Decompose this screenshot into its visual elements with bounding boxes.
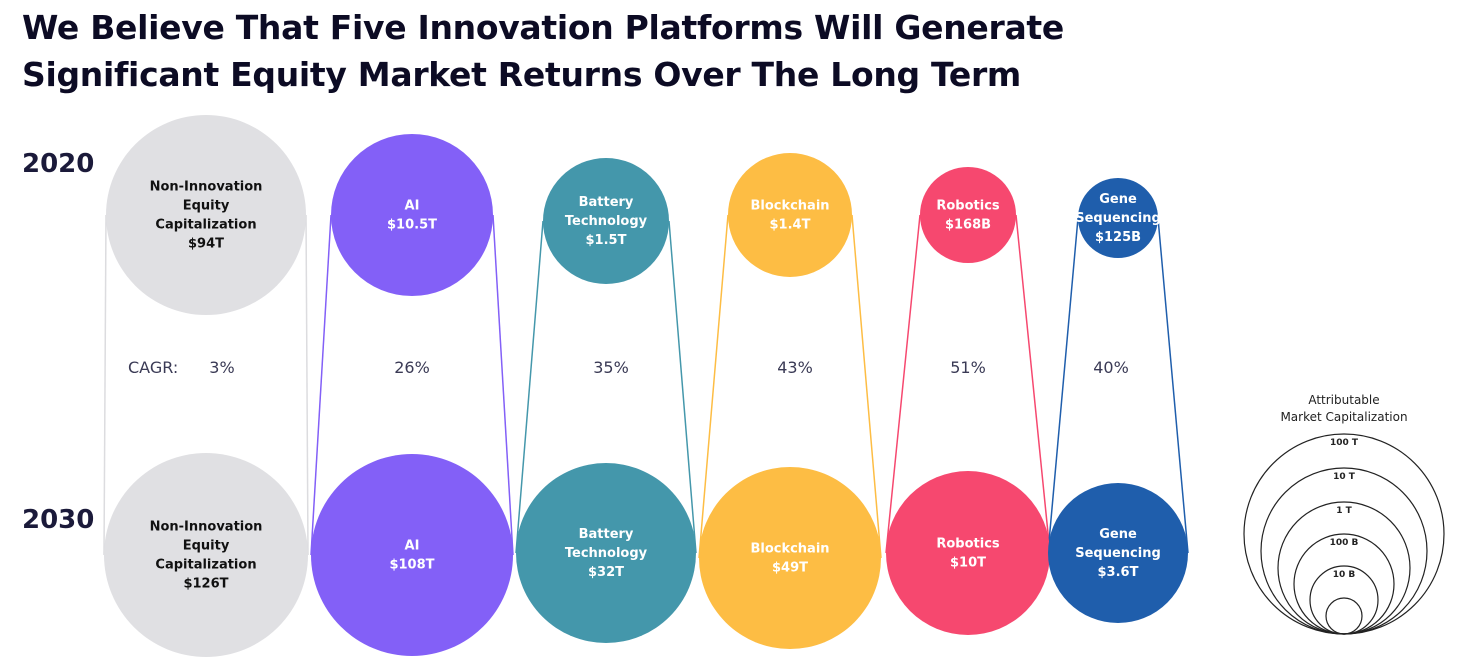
connector-line-left [103,214,107,556]
title-line-2: Significant Equity Market Returns Over T… [22,55,1022,94]
bubble-value-label: $49T [772,561,808,576]
bubble-name-label: Battery [579,527,634,542]
bubble-name-label: AI [405,539,420,554]
bubble-name-label: Equity [183,199,230,214]
title-line-1: We Believe That Five Innovation Platform… [22,8,1064,47]
bubble-name-label: Battery [579,195,634,210]
bubble-name-label: Technology [565,214,648,229]
connector-line-right [668,220,697,554]
bubble-name-label: Sequencing [1075,211,1161,226]
bubble-value-label: $125B [1095,230,1141,245]
legend-ring [1325,597,1363,635]
bubble-name-label: Gene [1099,192,1137,207]
legend-ring-label: 10 B [1333,570,1356,580]
legend-ring [1277,501,1411,635]
bubble-2020 [543,158,669,284]
bubble-name-label: Non-Innovation [150,520,263,535]
connector-line-left [698,214,729,559]
bubble-name-label: Non-Innovation [150,180,263,195]
bubble-value-label: $126T [183,577,228,592]
bubble-name-label: Equity [183,539,230,554]
cagr-value: 51% [950,358,986,377]
cagr-values: 3% 26% 35% 43% 51% 40% [209,358,1128,377]
bubble-name-label: Robotics [936,199,1000,214]
connector-line-left [885,214,921,554]
bubble-value-label: $108T [389,558,434,573]
bubble-name-label: Sequencing [1075,546,1161,561]
connector-line-right [851,214,882,559]
bubble-name-label: AI [405,199,420,214]
year-label-2030: 2030 [22,505,94,535]
connector-line-left [310,214,332,556]
bubble-name-label: Capitalization [155,558,256,573]
bubble-2030 [1048,483,1188,623]
bubble-2020 [1078,178,1158,258]
bubble-value-label: $94T [188,237,224,252]
connector-line-right [305,214,309,556]
connector-line-left [515,220,544,554]
bubble-value-label: $10T [950,556,986,571]
legend-ring [1293,533,1395,635]
bubble-value-label: $10.5T [387,218,437,233]
bubble-2030 [516,463,696,643]
year-label-2020: 2020 [22,149,94,179]
connector-line-right [1015,214,1051,554]
page-title: We Believe That Five Innovation Platform… [22,4,1222,98]
legend-ring-label: 100 T [1330,438,1359,448]
connector-line-right [492,214,514,556]
cagr-label: CAGR: [128,358,178,377]
bubble-2020 [920,167,1016,263]
cagr-value: 35% [593,358,629,377]
bubble-2020 [106,115,306,315]
legend-ring-label: 100 B [1330,538,1359,548]
bubble-name-label: Capitalization [155,218,256,233]
legend-ring-label: 10 T [1333,472,1356,482]
connector-line-right [1157,217,1189,554]
cagr-value: 3% [209,358,234,377]
bubbles: Non-Innovation Equity Capitalization $94T No… [104,115,1188,657]
bubble-name-label: Gene [1099,527,1137,542]
bubble-2030 [104,453,308,657]
bubble-name-label: Blockchain [750,199,829,214]
bubble-2020 [331,134,493,296]
legend-ring [1260,467,1428,635]
legend: Attributable Market Capitalization 100 T 10… [1243,393,1445,635]
legend-title: Attributable [1308,393,1379,407]
legend-ring-label: 1 T [1336,506,1352,516]
bubble-2030 [886,471,1050,635]
bubble-value-label: $1.5T [586,233,627,248]
cagr-value: 40% [1093,358,1129,377]
bubble-value-label: $32T [588,565,624,580]
cagr-value: 43% [777,358,813,377]
bubble-value-label: $1.4T [770,218,811,233]
legend-title: Market Capitalization [1280,410,1407,424]
bubble-value-label: $3.6T [1098,565,1139,580]
bubble-name-label: Robotics [936,537,1000,552]
bubble-2030 [311,454,513,656]
connector-line-left [1047,217,1079,554]
bubble-2030 [699,467,881,649]
bubble-2020 [728,153,852,277]
bubble-name-label: Blockchain [750,542,829,557]
bubble-name-label: Technology [565,546,648,561]
cagr-value: 26% [394,358,430,377]
connector-lines [103,214,1189,559]
bubble-value-label: $168B [945,218,991,233]
